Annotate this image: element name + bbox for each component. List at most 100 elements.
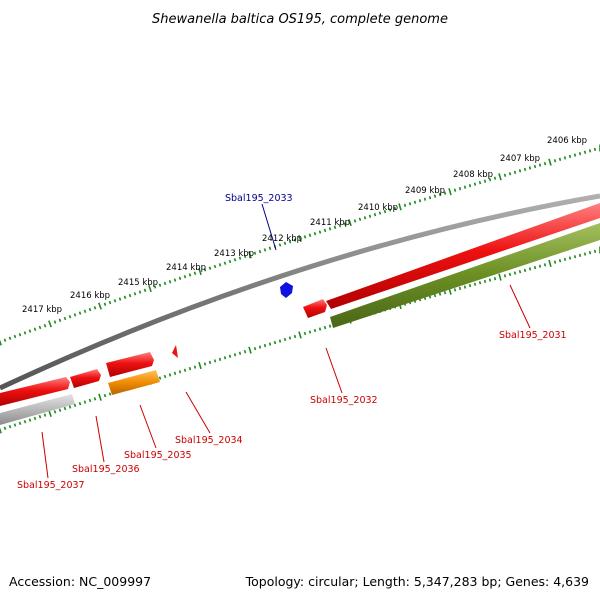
inner-scale-tick	[78, 402, 82, 406]
gene-sbal195-2037[interactable]	[0, 377, 70, 406]
inner-scale-tick	[28, 418, 32, 422]
inner-scale-tick	[463, 285, 467, 289]
inner-scale-tick	[98, 393, 102, 401]
inner-scale-tick	[308, 330, 312, 334]
inner-scale-tick	[278, 339, 282, 343]
inner-scale-tick	[218, 357, 222, 362]
outer-scale-tick	[343, 222, 347, 226]
outer-scale-tick	[483, 179, 487, 183]
gene-gray[interactable]	[0, 394, 75, 425]
outer-scale-tick	[323, 228, 327, 233]
outer-scale-tick	[558, 157, 562, 162]
inner-scale-tick	[103, 393, 107, 398]
outer-scale-tick	[223, 261, 227, 265]
inner-scale-tick	[583, 252, 587, 256]
outer-scale-tick	[433, 194, 437, 198]
outer-scale-tick	[498, 173, 502, 181]
inner-scale-tick	[273, 340, 277, 345]
outer-scale-tick	[368, 214, 372, 218]
inner-scale-tick	[243, 349, 247, 354]
outer-scale-tick	[493, 176, 497, 180]
inner-scale-tick	[168, 373, 172, 377]
outer-scale-tick	[93, 306, 97, 310]
kbp-label-2411: 2411 kbp	[310, 218, 350, 228]
outer-scale-tick	[313, 231, 317, 236]
outer-scale-tick	[153, 285, 157, 289]
outer-scale-tick	[423, 197, 427, 201]
inner-scale-tick	[313, 328, 317, 333]
inner-scale-tick	[48, 409, 52, 418]
outer-scale-tick	[568, 154, 572, 159]
outer-scale-tick	[233, 258, 237, 262]
gene-orange[interactable]	[108, 370, 160, 395]
outer-scale-tick	[593, 147, 597, 152]
kbp-label-2406: 2406 kbp	[547, 136, 587, 146]
outer-scale-tick	[333, 225, 337, 229]
inner-scale-tick	[223, 356, 227, 360]
genes	[0, 203, 600, 425]
outer-scale-tick	[73, 313, 77, 317]
outer-scale-tick	[0, 339, 2, 346]
outer-scale-tick	[383, 209, 387, 214]
gene-sbal195-2034[interactable]	[172, 345, 178, 358]
gene-sbal195-2035[interactable]	[106, 352, 154, 377]
inner-scale-tick	[468, 283, 472, 288]
outer-scale-tick	[318, 230, 322, 234]
outer-scale-tick	[513, 170, 517, 175]
outer-scale-tick	[133, 292, 137, 296]
kbp-label-2410: 2410 kbp	[358, 203, 398, 213]
gene-sbal195-2031[interactable]	[326, 203, 600, 309]
inner-scale-tick	[543, 263, 547, 267]
inner-scale-tick	[498, 273, 502, 281]
outer-scale-tick	[353, 219, 357, 223]
inner-scale-tick	[268, 342, 272, 346]
gene-sbal195-2032[interactable]	[303, 299, 327, 318]
inner-scale-tick	[58, 408, 62, 412]
outer-scale-tick	[128, 293, 132, 298]
kbp-label-2407: 2407 kbp	[500, 154, 540, 164]
inner-scale-tick	[183, 368, 187, 372]
inner-scale-tick	[438, 292, 442, 296]
outer-scale-tick	[553, 159, 557, 163]
outer-scale-tick	[403, 203, 407, 208]
outer-scale-tick	[8, 336, 12, 340]
outer-scale-tick	[148, 285, 152, 293]
outer-scale-tick	[478, 180, 482, 185]
outer-scale-tick	[393, 206, 397, 211]
outer-scale-tick	[183, 274, 187, 279]
outer-scale-tick	[78, 311, 82, 315]
gene-reverse-green[interactable]	[330, 223, 600, 328]
inner-scale-tick	[558, 259, 562, 263]
inner-scale-tick	[263, 343, 267, 348]
outer-scale-tick	[303, 235, 307, 239]
outer-scale-tick	[98, 302, 102, 310]
inner-scale-tick	[298, 331, 302, 339]
outer-scale-tick	[468, 183, 472, 188]
outer-scale-tick	[348, 218, 352, 227]
inner-scale-tick	[323, 325, 327, 330]
inner-scale-tick	[0, 427, 2, 434]
leader-2037	[41, 431, 49, 479]
inner-scale-tick	[38, 415, 42, 419]
kbp-label-2409: 2409 kbp	[405, 186, 445, 196]
gene-sbal195-2033[interactable]	[280, 282, 293, 298]
inner-scale-tick	[433, 293, 437, 298]
outer-scale-tick	[193, 271, 197, 275]
inner-scale-tick	[303, 331, 307, 336]
outer-scale-tick	[48, 320, 52, 328]
inner-scale-tick	[588, 250, 592, 255]
outer-scale-tick	[38, 325, 42, 330]
outer-scale-tick	[308, 233, 312, 237]
inner-scale-tick	[473, 282, 477, 286]
outer-scale-tick	[163, 281, 167, 286]
outer-scale-tick	[28, 329, 32, 333]
outer-scale-tick	[508, 172, 512, 176]
outer-scale-tick	[248, 251, 252, 259]
leader-2034	[185, 391, 211, 434]
inner-scale-tick	[458, 286, 462, 291]
outer-scale-tick	[268, 246, 272, 250]
inner-scale-tick	[53, 410, 57, 414]
outer-scale-tick	[283, 241, 287, 246]
leader-2031	[509, 284, 531, 329]
gene-sbal195-2036[interactable]	[70, 369, 101, 388]
